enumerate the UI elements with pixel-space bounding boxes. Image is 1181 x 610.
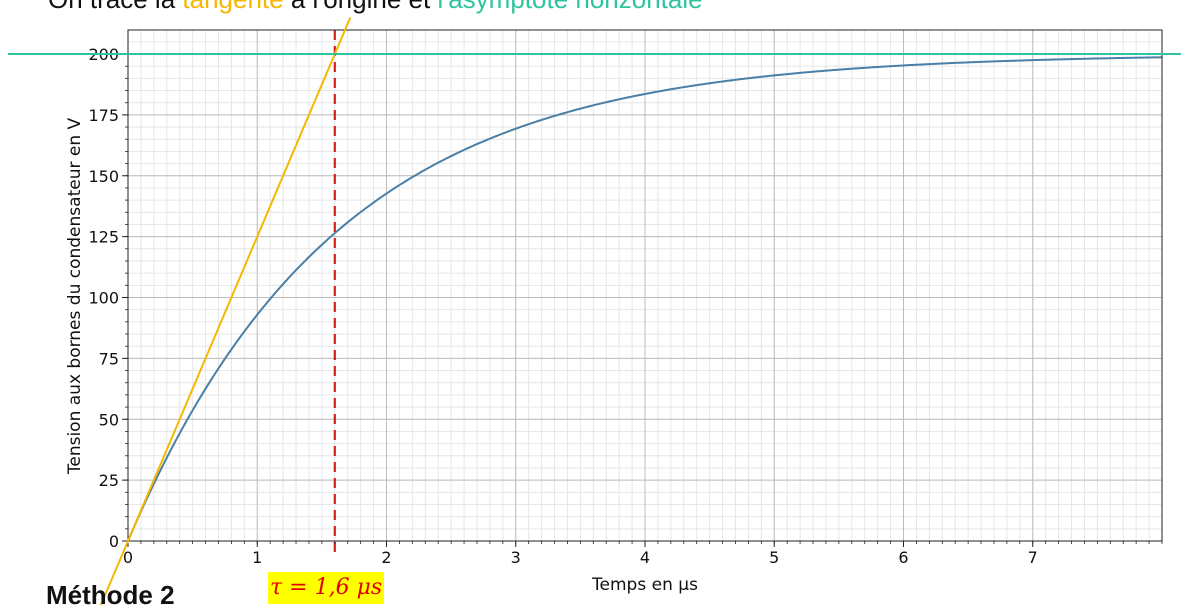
- top-caption: On trace la tangente à l'origine et l'as…: [48, 0, 703, 14]
- y-tick-label: 100: [88, 289, 119, 308]
- y-tick-label: 75: [99, 349, 119, 368]
- caption-tangent-word: tangente: [182, 0, 283, 14]
- tangent-line: [99, 17, 352, 605]
- caption-text-1: On trace la: [48, 0, 182, 14]
- x-tick-label: 6: [898, 548, 908, 567]
- x-tick-label: 7: [1028, 548, 1038, 567]
- x-tick-label: 2: [381, 548, 391, 567]
- tau-label: τ = 1,6 μs: [268, 572, 385, 604]
- bottom-caption: Méthode 2: [46, 580, 175, 610]
- y-tick-label: 150: [88, 167, 119, 186]
- y-tick-label: 175: [88, 106, 119, 125]
- x-tick-label: 5: [769, 548, 779, 567]
- y-tick-label: 0: [109, 532, 119, 551]
- x-tick-label: 4: [640, 548, 650, 567]
- x-tick-label: 0: [123, 548, 133, 567]
- y-tick-label: 50: [99, 410, 119, 429]
- x-tick-label: 1: [252, 548, 262, 567]
- y-tick-label: 25: [99, 471, 119, 490]
- x-axis-label: Temps en μs: [591, 575, 698, 595]
- chart-marks: [127, 30, 1163, 555]
- y-tick-label: 125: [88, 228, 119, 247]
- charging-curve: [127, 56, 1163, 542]
- caption-asymptote-word: l'asymptote horizontale: [437, 0, 702, 14]
- y-axis-label: Tension aux bornes du condensateur en V: [65, 118, 85, 476]
- caption-text-2: à l'origine et: [284, 0, 438, 14]
- x-tick-label: 3: [511, 548, 521, 567]
